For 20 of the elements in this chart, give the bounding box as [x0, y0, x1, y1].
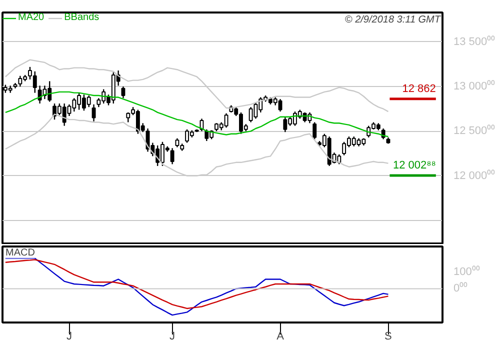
candlestick — [92, 104, 96, 122]
y-tick-label: 0⁰⁰ — [454, 282, 468, 295]
candlestick — [170, 148, 174, 165]
y-tick-label: 12 500⁰⁰ — [454, 124, 496, 138]
legend-label: BBands — [64, 12, 100, 23]
legend-label: MA20 — [18, 12, 44, 23]
ref-line-label: 12 002⁸⁸ — [392, 160, 436, 172]
y-tick-label: 12 000⁰⁰ — [454, 168, 496, 182]
ref-line-label: 12 862 — [402, 82, 436, 95]
x-tick-label: A — [276, 330, 285, 342]
y-tick-label: 100⁰⁰ — [454, 264, 480, 278]
y-tick-label: 13 500⁰⁰ — [454, 34, 496, 48]
candlestick — [121, 86, 126, 99]
x-tick-label: S — [384, 330, 392, 342]
candlestick — [312, 122, 317, 140]
x-tick-label: J — [170, 330, 176, 342]
x-tick-label: J — [66, 330, 72, 342]
annotation: MACD — [6, 248, 35, 258]
y-tick-label: 13 000⁰⁰ — [454, 80, 496, 93]
annotation: © 2/9/2018 3:11 GMT — [344, 14, 442, 26]
